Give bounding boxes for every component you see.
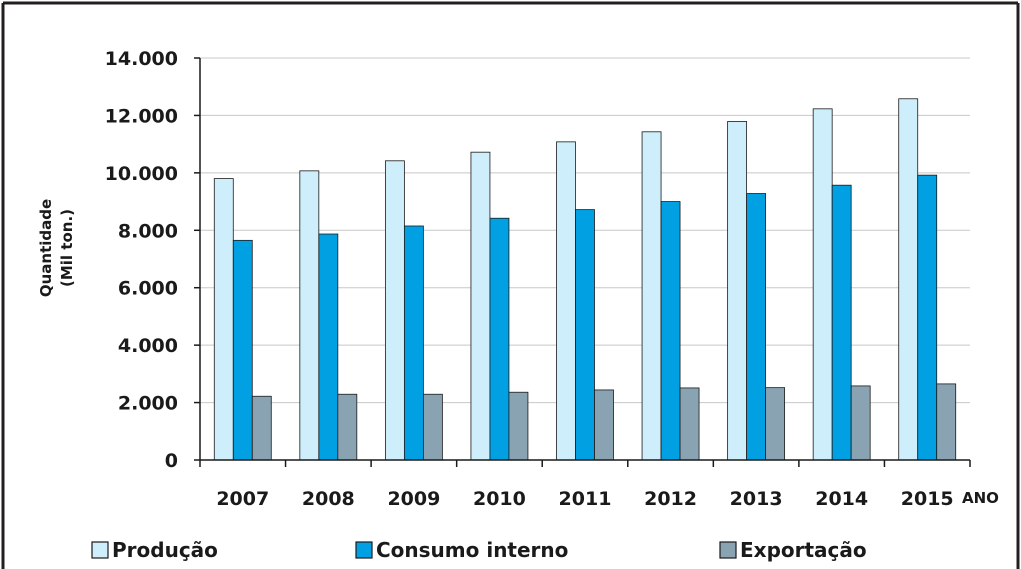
x-tick-labels: 2007 2008 2009 2010 2011 2012 2013 2014 2015	[216, 488, 953, 510]
bar	[470, 151, 491, 461]
bar	[660, 201, 681, 461]
y-tick-label: 6.000	[118, 278, 178, 300]
bar	[850, 385, 871, 461]
y-tick-label: 14.000	[105, 48, 178, 70]
y-axis-label-line1: Quantidade	[37, 199, 55, 297]
y-tick-label: 2.000	[118, 393, 178, 415]
legend: Produção Consumo interno Exportação	[91, 538, 867, 562]
y-tick-label: 10.000	[105, 163, 178, 185]
x-tick-label: 2011	[559, 488, 612, 510]
x-tick-label: 2015	[901, 488, 954, 510]
legend-label: Consumo interno	[376, 538, 568, 562]
legend-label: Exportação	[740, 538, 867, 562]
bar	[422, 393, 443, 461]
x-axis-label: ANO	[962, 489, 999, 507]
bar	[337, 393, 358, 461]
y-tick-label: 4.000	[118, 335, 178, 357]
axes	[194, 57, 971, 467]
x-tick-label: 2013	[730, 488, 783, 510]
x-tick-label: 2007	[216, 488, 269, 510]
bar	[727, 121, 748, 461]
bar	[232, 239, 253, 461]
bar	[299, 170, 320, 461]
x-tick-label: 2008	[302, 488, 355, 510]
bar	[594, 389, 614, 461]
bar	[403, 225, 424, 461]
bar	[831, 184, 852, 461]
bar	[898, 98, 919, 461]
x-tick-label: 2009	[387, 488, 440, 510]
bar	[641, 131, 662, 461]
bar	[575, 209, 595, 461]
bar	[508, 391, 529, 461]
bar	[812, 108, 833, 461]
bars	[213, 98, 957, 461]
y-tick-label: 8.000	[118, 220, 178, 242]
bar	[765, 387, 786, 461]
legend-swatch	[355, 541, 373, 559]
x-tick-label: 2012	[644, 488, 697, 510]
legend-swatch	[91, 541, 109, 559]
bar	[917, 174, 938, 461]
y-tick-label: 0	[165, 450, 178, 472]
legend-swatch	[719, 541, 737, 559]
bar	[251, 395, 272, 461]
bar	[489, 217, 510, 461]
x-tick-label: 2014	[815, 488, 868, 510]
bar	[213, 178, 234, 461]
legend-label: Produção	[112, 538, 218, 562]
y-tick-labels: 0 2.000 4.000 6.000 8.000 10.000 12.000 14.000	[105, 48, 178, 472]
x-tick-label: 2010	[473, 488, 526, 510]
y-tick-label: 12.000	[105, 105, 178, 127]
bar	[384, 160, 405, 461]
bar	[679, 387, 700, 461]
bar	[936, 383, 957, 461]
bar	[318, 233, 339, 461]
bar	[746, 193, 767, 461]
bar	[556, 141, 576, 461]
y-axis-label-line2: (Mil ton.)	[58, 209, 76, 287]
